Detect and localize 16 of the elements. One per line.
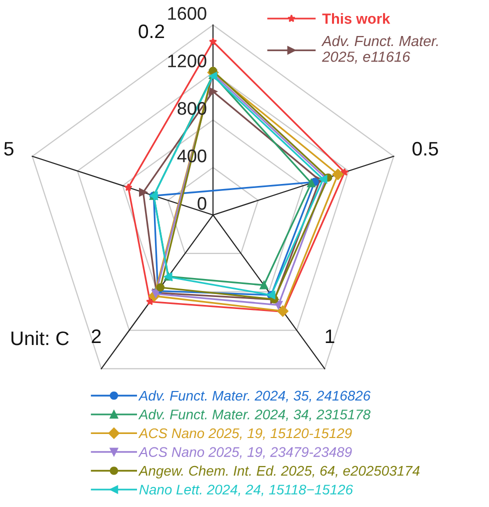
spoke-label: 1 <box>326 330 334 343</box>
spoke-label: 2 <box>92 329 101 343</box>
spoke-label: 0.2 <box>138 24 164 38</box>
legend-label: ACS Nano 2025, 19, 23479-23489 <box>138 447 352 459</box>
y-tick-label: 1600 <box>168 7 206 20</box>
legend-label: This work <box>322 13 390 24</box>
spoke-label: 0.5 <box>412 142 438 156</box>
legend-label: ACS Nano 2025, 19, 15120-15129 <box>138 428 352 440</box>
legend-label: Adv. Funct. Mater. 2025, e11616 <box>321 35 438 64</box>
legend-label: Angew. Chem. Int. Ed. 2025, 64, e202503174 <box>138 466 420 478</box>
legend-label: Adv. Funct. Mater. 2024, 34, 2315178 <box>138 409 370 422</box>
spoke-label: 5 <box>4 142 14 156</box>
legend-label: Adv. Funct. Mater. 2024, 35, 2416826 <box>138 390 371 402</box>
legend-label: Nano Lett. 2024, 24, 15118−15126 <box>139 484 353 496</box>
y-tick-label: 0 <box>198 197 206 210</box>
text: Unit: C <box>12 330 69 346</box>
